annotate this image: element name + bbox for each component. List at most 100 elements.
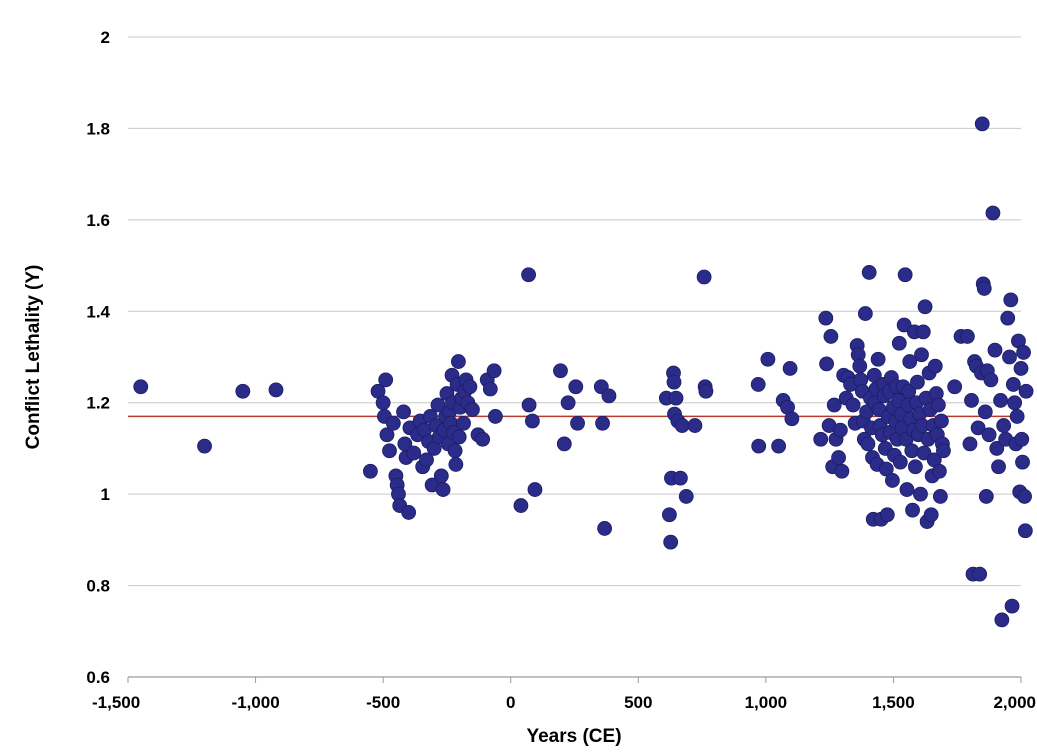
data-point (486, 363, 502, 379)
data-point (451, 354, 466, 369)
data-point (750, 377, 766, 392)
data-point (696, 269, 712, 285)
data-point (933, 413, 949, 429)
data-point (914, 347, 929, 363)
y-tick-label: 1.2 (86, 394, 110, 413)
data-point (917, 299, 933, 315)
data-point (1009, 409, 1025, 424)
data-point (668, 390, 684, 406)
data-point (1018, 383, 1034, 399)
data-point (570, 415, 585, 431)
data-point (678, 489, 694, 504)
data-point (962, 436, 978, 452)
data-point (831, 450, 846, 465)
data-point (902, 354, 918, 369)
data-point (687, 418, 703, 433)
data-point (521, 397, 537, 413)
data-point (819, 356, 834, 372)
data-point (662, 507, 677, 523)
data-point (972, 566, 988, 582)
data-point (1000, 310, 1016, 326)
data-point (771, 438, 787, 454)
data-point (513, 498, 529, 513)
y-tick-label: 0.8 (86, 577, 110, 596)
y-tick-label: 1 (101, 485, 110, 504)
data-point (760, 351, 776, 367)
data-point (419, 452, 434, 468)
data-point (784, 411, 800, 427)
data-point (1005, 377, 1021, 392)
data-point (896, 317, 912, 333)
data-point (901, 383, 917, 399)
data-point (981, 427, 997, 443)
data-point (818, 310, 834, 326)
x-tick-label: 500 (624, 693, 652, 712)
data-point (832, 422, 848, 438)
data-point (932, 489, 948, 504)
x-axis-title: Years (CE) (526, 726, 621, 747)
data-point (878, 461, 894, 477)
x-tick-label: 2,000 (993, 693, 1036, 712)
data-point (430, 397, 446, 413)
data-point (891, 335, 907, 351)
data-point (462, 379, 478, 395)
data-point (595, 415, 610, 431)
data-point (826, 397, 842, 413)
data-point (813, 431, 829, 447)
data-point (947, 379, 963, 395)
data-point (674, 418, 690, 433)
data-point (860, 436, 876, 452)
data-point (560, 395, 576, 411)
data-point (927, 358, 943, 374)
data-point (385, 415, 401, 431)
data-point (553, 363, 568, 379)
data-point (991, 459, 1006, 475)
data-point (401, 505, 417, 520)
data-points (133, 116, 1034, 628)
data-point (597, 521, 613, 536)
data-point (996, 418, 1012, 433)
x-tick-label: -500 (366, 693, 400, 712)
y-tick-label: 1.6 (86, 211, 110, 230)
data-point (964, 393, 979, 408)
data-point (985, 205, 1001, 221)
data-point (845, 397, 861, 413)
data-point (910, 374, 925, 390)
data-point (451, 429, 467, 445)
data-point (521, 267, 536, 283)
x-tick-label: 1,000 (745, 693, 788, 712)
data-point (378, 372, 394, 388)
data-point (915, 324, 931, 340)
data-point (382, 443, 397, 459)
data-point (362, 463, 378, 479)
data-point (235, 383, 251, 399)
data-point (861, 265, 877, 280)
data-point (465, 402, 480, 417)
data-point (433, 468, 449, 484)
data-point (885, 473, 900, 488)
data-point (1016, 345, 1031, 360)
data-point (976, 281, 992, 296)
data-point (1004, 598, 1020, 614)
data-point (994, 612, 1010, 628)
data-point (666, 374, 682, 390)
data-point (601, 388, 617, 404)
data-point (447, 443, 463, 459)
data-point (923, 507, 939, 523)
data-point (663, 534, 679, 550)
data-point (899, 482, 915, 497)
data-point (751, 438, 767, 454)
data-point (1003, 292, 1019, 308)
data-point (905, 502, 920, 518)
data-point (907, 459, 923, 475)
data-point (133, 379, 149, 395)
data-point (527, 482, 543, 497)
data-point (197, 438, 212, 454)
data-point (1017, 523, 1033, 539)
data-point (1015, 454, 1030, 470)
data-point (556, 436, 572, 452)
data-point (698, 383, 714, 399)
data-point (396, 404, 411, 420)
data-point (375, 395, 391, 411)
